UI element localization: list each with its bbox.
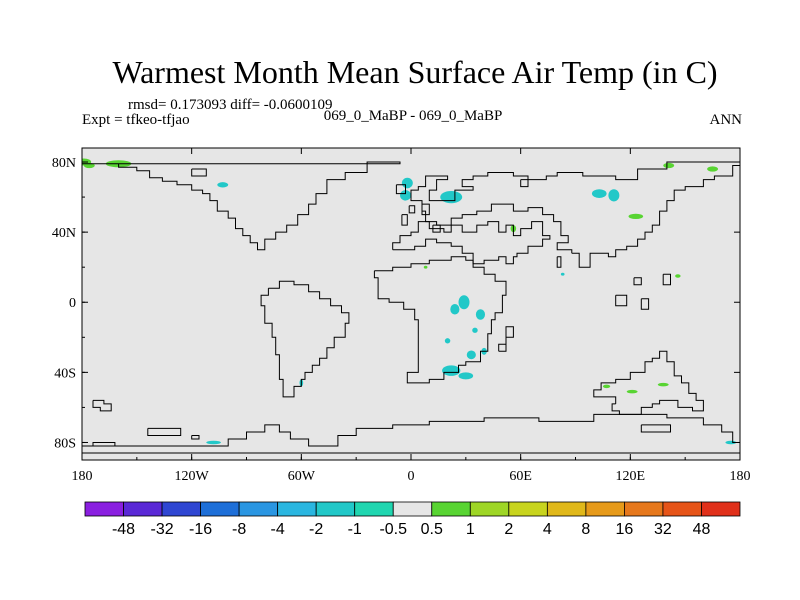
comparison-label: 069_0_MaBP - 069_0_MaBP [323,108,503,124]
lon-tick-label: 60W [288,469,316,484]
lon-tick-label: 180 [730,469,751,484]
anomaly-patch [440,190,463,204]
lon-tick-label: 180 [72,469,93,484]
anomaly-patch [444,338,451,344]
longitude-axis: 180 120W 60W 0 60E 120E 180 [72,148,751,484]
anomaly-patch [450,304,460,315]
coastline-segment [373,256,507,384]
coastline-segment [92,399,112,412]
coastline-segment [640,424,671,433]
anomaly-patch [663,162,675,169]
lat-tick-label: 40S [54,366,76,381]
anomaly-patch [472,327,478,333]
coastline-segment [392,221,551,265]
coastline-segment [520,179,529,188]
anomaly-patch [206,440,221,445]
lat-tick-label: 0 [69,296,76,311]
coastline-segment [147,427,182,436]
lon-tick-label: 60E [509,469,532,484]
anomaly-patch [626,389,638,394]
anomaly-patch [458,295,470,310]
coastline-segment [662,273,671,286]
coastline-segment [410,161,740,268]
lat-tick-label: 40N [52,226,76,241]
anomaly-patch [657,382,669,387]
anomaly-patch [401,177,413,189]
latitude-axis: 80N 40N 0 40S 80S [52,156,740,451]
anomaly-patch [423,265,428,269]
coastline-segment [408,205,416,214]
lon-tick-label: 0 [408,469,415,484]
lon-tick-label: 120W [175,469,210,484]
coastline-segment [498,326,514,352]
coastline-segment [640,298,650,310]
coastline-segment [401,214,408,226]
anomaly-patch [217,182,229,188]
anomaly-patch [628,213,644,219]
stats-label: rmsd= 0.173093 diff= -0.0600109 [128,97,333,113]
anomaly-patch [466,350,476,360]
anomaly-patch [475,309,486,320]
coastline-segment [556,256,562,268]
coastline-segment [395,184,406,195]
coastline-segment [633,277,642,286]
coastline-segment [82,161,401,251]
coastlines [82,161,740,454]
map-title: Warmest Month Mean Surface Air Temp (in … [112,54,718,90]
season-label: ANN [709,112,743,128]
coastline-segment [191,435,200,440]
lat-tick-label: 80S [54,436,76,451]
lat-tick-label: 80N [52,156,76,171]
anomaly-patch [707,166,719,172]
experiment-label: Expt = tfkeo-tfjao [82,112,190,128]
anomaly-patch [608,189,620,202]
anomaly-patch [725,440,737,445]
lon-tick-label: 120E [616,469,646,484]
coastline-segment [191,168,207,177]
coastline-segment [593,350,704,415]
coastline-segment [260,280,350,398]
anomaly-patch [458,372,474,380]
anomaly-patch [560,272,565,276]
anomaly-patch [442,365,461,376]
anomaly-patch [400,190,411,201]
coastline-segment [82,413,740,454]
coastline-segment [615,294,628,307]
anomaly-patch [675,274,681,278]
anomaly-patch [602,384,611,389]
anomaly-patch [591,189,607,198]
